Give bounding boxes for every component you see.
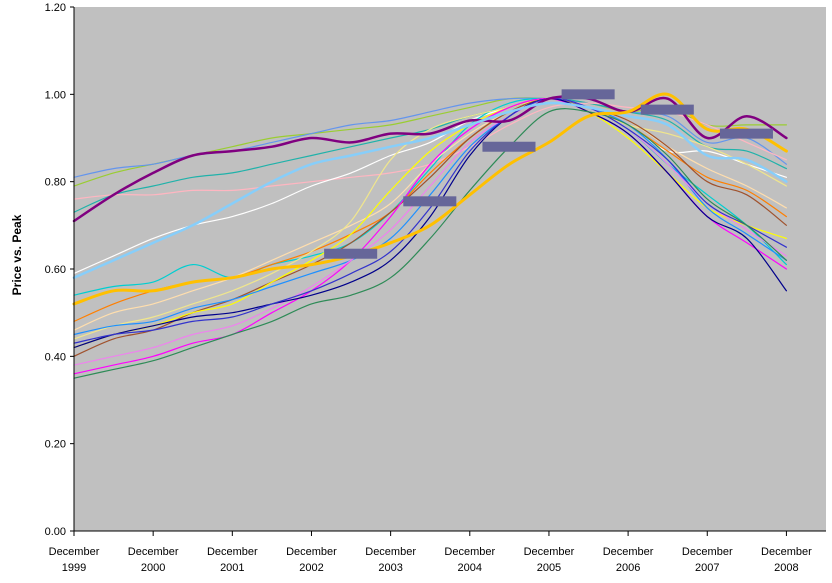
x-tick-label-year: 2001 (220, 562, 244, 574)
series-layer (72, 92, 788, 379)
x-tick-label-year: 2005 (537, 562, 561, 574)
x-tick-label-month: December (682, 546, 733, 558)
series-line-19 (73, 97, 787, 344)
series-line-18 (73, 98, 787, 349)
plot-area (74, 7, 826, 531)
series-line-17 (73, 97, 787, 366)
x-tick-label-year: 2007 (695, 562, 719, 574)
x-tick-label-year: 2004 (458, 562, 482, 574)
series-line-1 (72, 95, 788, 223)
series-line-6 (72, 101, 788, 279)
x-tick-label-year: 2006 (616, 562, 640, 574)
summary-bar-2 (403, 196, 457, 207)
x-tick-label-month: December (207, 546, 258, 558)
x-tick-label-year: 2003 (378, 562, 402, 574)
x-tick-label-year: 2002 (299, 562, 323, 574)
x-tick-label-month: December (524, 546, 575, 558)
series-line-20 (73, 108, 787, 379)
marker-layer (324, 89, 773, 259)
y-tick-label: 0.00 (45, 526, 66, 538)
x-tick-label-month: December (286, 546, 337, 558)
x-axis-ticks: December 1999 December 2000 December 2001 Dece… (49, 531, 812, 574)
y-tick-label: 0.80 (45, 177, 66, 189)
x-tick-label-year: 1999 (62, 562, 86, 574)
x-tick-label-month: December (603, 546, 654, 558)
y-axis-ticks: 0.00 0.20 0.40 0.60 0.80 1.00 1.20 (45, 2, 74, 538)
x-tick-label-month: December (761, 546, 812, 558)
x-tick-label-year: 2008 (774, 562, 798, 574)
x-tick-label-month: December (128, 546, 179, 558)
summary-bar-3 (482, 141, 536, 152)
summary-bar-5 (640, 104, 694, 115)
x-tick-label-month: December (49, 546, 100, 558)
y-tick-label: 1.20 (45, 2, 66, 14)
x-tick-label-month: December (444, 546, 495, 558)
summary-bar-6 (719, 128, 773, 139)
y-tick-label: 0.40 (45, 351, 66, 363)
x-tick-label-year: 2000 (141, 562, 165, 574)
series-line-2 (72, 92, 788, 306)
summary-bar-1 (324, 248, 378, 259)
y-tick-label: 0.60 (45, 264, 66, 276)
series-line-12 (73, 98, 787, 340)
x-tick-label-month: December (365, 546, 416, 558)
y-tick-label: 0.20 (45, 439, 66, 451)
y-axis-title: Price vs. Peak (10, 214, 24, 295)
y-tick-label: 1.00 (45, 89, 66, 101)
summary-bar-4 (561, 89, 615, 100)
